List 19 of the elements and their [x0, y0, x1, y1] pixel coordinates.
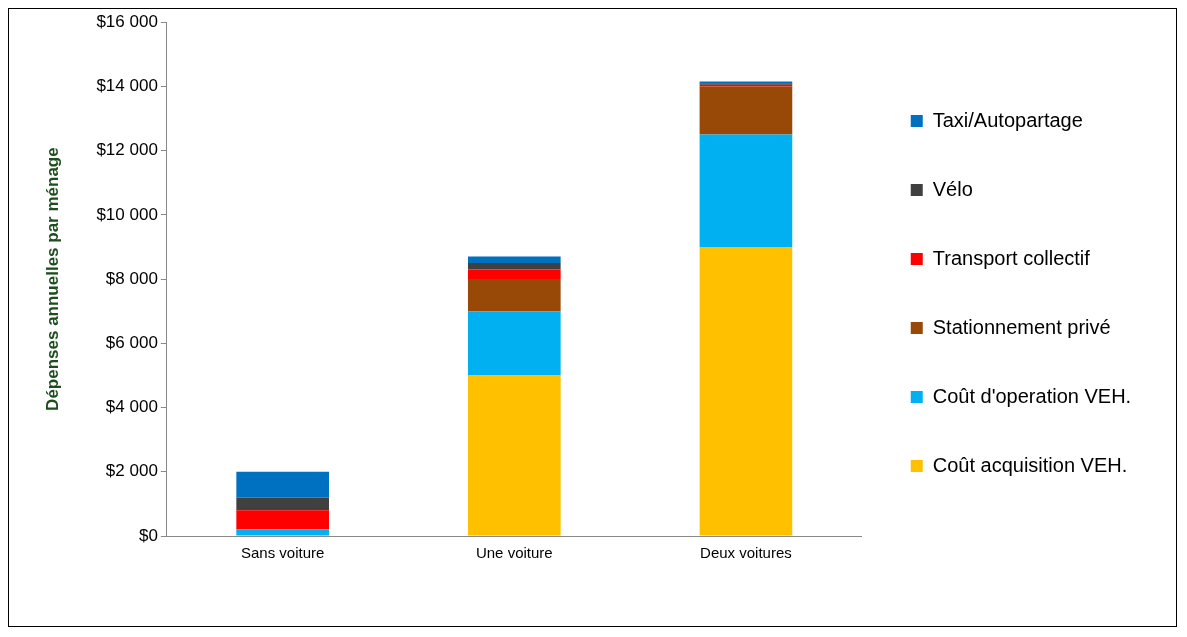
legend-label: Stationnement privé	[932, 315, 1111, 338]
legend-label: Transport collectif	[932, 246, 1091, 269]
y-tick-label: $0	[138, 525, 158, 545]
y-tick-label: $4 000	[105, 397, 158, 417]
x-tick-label: Une voiture	[475, 544, 553, 562]
y-tick-label: $10 000	[96, 204, 158, 224]
y-tick-label: $12 000	[96, 140, 158, 160]
legend-label: Taxi/Autopartage	[932, 108, 1083, 131]
x-tick-label: Deux voitures	[700, 544, 792, 562]
legend-label: Coût acquisition VEH.	[932, 453, 1128, 476]
y-tick-label: $16 000	[96, 11, 158, 31]
y-tick-label: $8 000	[105, 268, 158, 288]
y-tick-label: $6 000	[105, 333, 158, 353]
legend-label: Vélo	[932, 177, 973, 200]
x-tick-label: Sans voiture	[240, 544, 325, 562]
y-tick-label: $2 000	[105, 461, 158, 481]
legend-label: Coût d'operation VEH.	[932, 384, 1132, 407]
y-axis-title: Dépenses annuelles par ménage	[42, 147, 62, 411]
y-tick-label: $14 000	[96, 76, 158, 96]
